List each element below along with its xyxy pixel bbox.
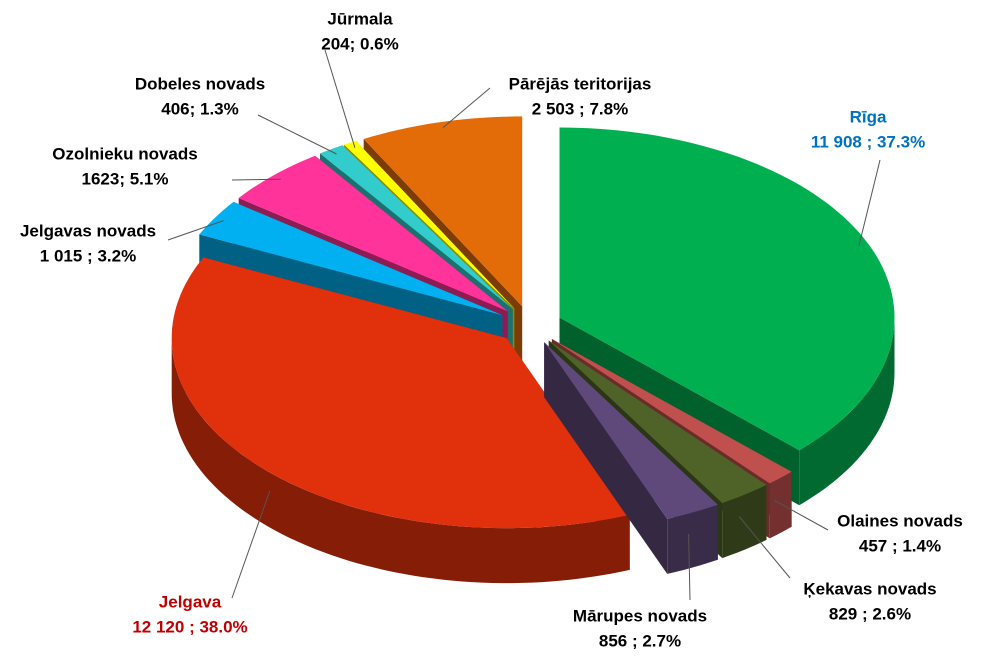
slice-label: Jūrmala — [327, 9, 393, 28]
leader-line — [324, 49, 356, 148]
leader-line — [858, 159, 881, 247]
value-label: 11 908 ; 37.3% — [811, 132, 925, 151]
value-label: 856 ; 2.7% — [599, 631, 681, 650]
slice-wall — [667, 504, 718, 574]
slice-wall — [769, 471, 792, 539]
value-label: 829 ; 2.6% — [829, 604, 911, 623]
slice-label: Rīga — [850, 107, 887, 126]
slice-label: Mārupes novads — [573, 606, 707, 625]
slice-top — [320, 145, 513, 309]
leader-line — [738, 516, 791, 579]
slice-label: Jelgava — [159, 592, 222, 611]
slice-wall — [722, 484, 767, 559]
leader-line — [167, 220, 224, 241]
slice-top — [559, 127, 895, 451]
value-label: 406; 1.3% — [161, 99, 239, 118]
slice-top — [171, 257, 630, 529]
leader-line — [442, 87, 491, 128]
value-label: 2 503 ; 7.8% — [532, 99, 628, 118]
slice-top — [238, 155, 508, 312]
slice — [544, 342, 718, 574]
slice-wall — [799, 317, 895, 506]
slice-label: Pārējās teritorijas — [509, 74, 652, 93]
slice-label: Ķekavas novads — [803, 579, 936, 598]
slice-top — [363, 116, 523, 307]
slice-label: Olaines novads — [837, 511, 963, 530]
slice-top — [199, 201, 503, 316]
value-label: 457 ; 1.4% — [859, 536, 941, 555]
slice-top — [551, 339, 792, 484]
value-label: 1623; 5.1% — [82, 169, 169, 188]
value-label: 1 015 ; 3.2% — [40, 246, 136, 265]
leader-line — [773, 499, 829, 531]
slice-side — [544, 342, 668, 574]
slice-top — [548, 340, 767, 504]
slice-label: Dobeles novads — [135, 74, 265, 93]
value-label: 12 120 ; 38.0% — [132, 617, 247, 636]
leader-line — [231, 490, 271, 599]
leader-line — [257, 114, 337, 155]
slice-wall — [171, 338, 630, 584]
value-label: 204; 0.6% — [321, 34, 399, 53]
slice-label: Jelgavas novads — [20, 221, 156, 240]
slice-top — [344, 140, 515, 309]
leader-line — [688, 533, 691, 601]
slice-top — [544, 342, 718, 519]
slice-label: Ozolnieku novads — [52, 144, 197, 163]
slice — [171, 257, 630, 584]
leader-line — [231, 178, 281, 181]
